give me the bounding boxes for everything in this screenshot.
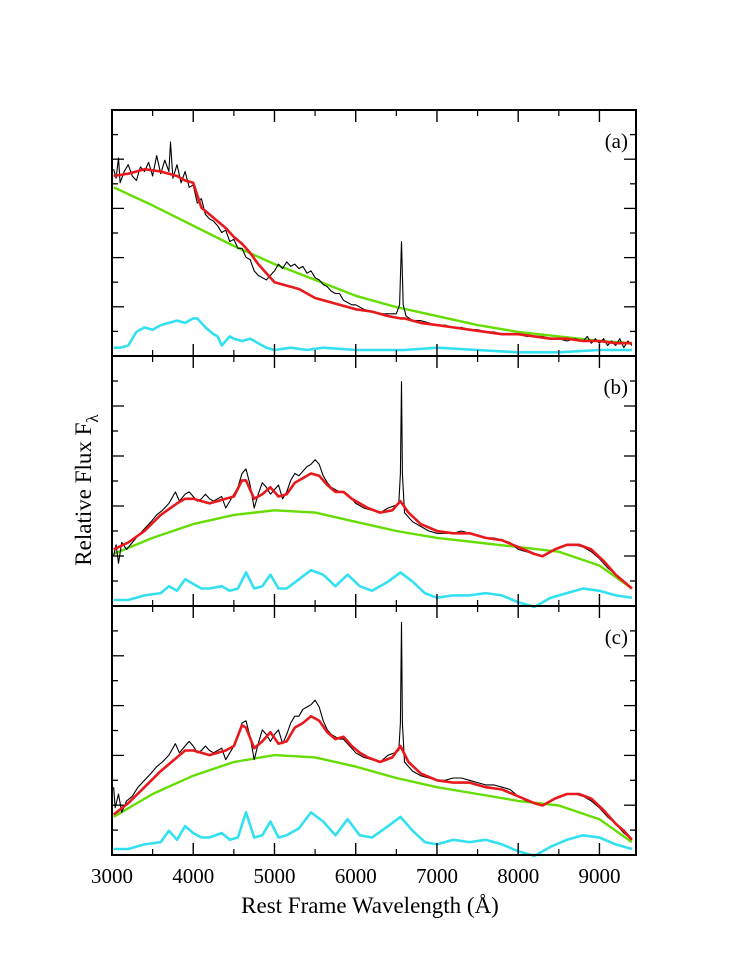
x-tick-label: 4000 [172, 864, 214, 888]
panel-b: (b) [111, 355, 637, 609]
panel-c-observed-line [113, 621, 633, 841]
x-tick-label: 6000 [335, 864, 377, 888]
y-axis-title: Relative Flux Fλ [71, 414, 102, 566]
panel-b-residual-line [113, 568, 633, 609]
panel-c: (c) [111, 605, 637, 858]
x-axis-title: Rest Frame Wavelength (Å) [241, 893, 499, 918]
panel-c-frame [111, 605, 637, 856]
panel-a: (a) [111, 109, 637, 357]
y-axis-title-main: Relative Flux F [71, 423, 96, 566]
x-tick-label: 5000 [253, 864, 295, 888]
panel-a-observed-line [113, 141, 633, 349]
x-tick-label: 3000 [91, 864, 133, 888]
panel-c-residual-line [113, 811, 633, 858]
panel-b-model-line [113, 472, 633, 590]
panel-c-model-line [112, 714, 633, 841]
x-tick-label: 9000 [578, 864, 620, 888]
panel-a-label: (a) [605, 129, 628, 153]
panel-b-observed-line [113, 380, 633, 589]
x-tick-labels: 3000 4000 5000 6000 7000 8000 9000 [91, 864, 620, 888]
y-axis-title-subscript: λ [83, 414, 102, 423]
panel-b-label: (b) [604, 375, 629, 399]
panel-b-frame [111, 355, 637, 607]
panel-c-label: (c) [605, 625, 628, 649]
panel-a-residual-line [113, 317, 632, 354]
panel-c-continuum-line [112, 753, 633, 844]
x-tick-label: 7000 [416, 864, 458, 888]
x-tick-label: 8000 [497, 864, 539, 888]
panel-a-continuum-line [113, 186, 632, 345]
panel-a-model-line [113, 167, 632, 345]
